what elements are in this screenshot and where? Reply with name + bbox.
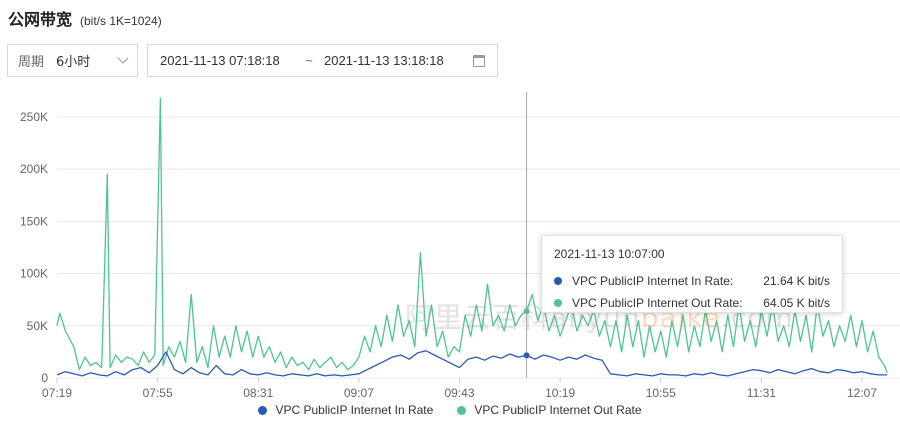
x-tick-label: 10:55 <box>646 386 676 400</box>
in-rate-point <box>523 352 530 359</box>
out-rate-point <box>523 308 530 315</box>
y-tick-label: 100K <box>20 267 48 281</box>
header: 公网带宽 (bit/s 1K=1024) <box>8 6 162 30</box>
tooltip-time: 2021-11-13 10:07:00 <box>554 247 665 261</box>
y-tick-label: 250K <box>20 110 48 124</box>
y-tick-label: 50K <box>27 319 48 333</box>
period-label: 周期 <box>18 55 45 70</box>
range-separator: ~ <box>305 53 313 68</box>
period-select[interactable]: 周期 6小时 <box>7 44 138 77</box>
bandwidth-line-chart[interactable]: 0 50K 100K 150K 200K 250K 07:19 07:55 08:31 09:07… <box>0 84 900 400</box>
y-tick-label: 0 <box>41 371 48 385</box>
legend-item-out-rate[interactable]: VPC PublicIP Internet Out Rate <box>457 403 642 417</box>
x-tick-label: 07:55 <box>143 386 173 400</box>
legend-in-dot <box>258 405 268 415</box>
tooltip-row-in: VPC PublicIP Internet In Rate: 21.64 K b… <box>554 270 830 292</box>
x-tick-label: 09:43 <box>444 386 474 400</box>
range-end[interactable]: 2021-11-13 13:18:18 <box>324 53 444 68</box>
tooltip-in-value: 21.64 K bit/s <box>763 274 830 288</box>
y-tick-label: 150K <box>20 214 48 228</box>
legend-out-dot <box>457 405 467 415</box>
calendar-icon[interactable] <box>473 54 485 67</box>
out-rate-dot <box>554 299 562 307</box>
x-tick-label: 07:19 <box>42 386 72 400</box>
out-rate-line <box>56 97 888 374</box>
chart-legend: VPC PublicIP Internet In Rate VPC Public… <box>0 403 900 417</box>
range-start[interactable]: 2021-11-13 07:18:18 <box>160 53 280 68</box>
in-rate-dot <box>554 277 562 285</box>
chevron-down-icon <box>117 52 129 64</box>
legend-in-label: VPC PublicIP Internet In Rate <box>275 403 434 417</box>
x-tick-label: 11:31 <box>747 386 776 400</box>
chart-tooltip: 2021-11-13 10:07:00 VPC PublicIP Interne… <box>541 235 843 313</box>
y-tick-label: 200K <box>20 162 48 176</box>
tooltip-out-label: VPC PublicIP Internet Out Rate: <box>572 296 743 310</box>
legend-out-label: VPC PublicIP Internet Out Rate <box>474 403 642 417</box>
page-title: 公网带宽 <box>8 10 73 29</box>
in-rate-line <box>56 350 888 377</box>
tooltip-row-out: VPC PublicIP Internet Out Rate: 64.05 K … <box>554 292 830 314</box>
tooltip-out-value: 64.05 K bit/s <box>763 296 830 310</box>
unit-note: (bit/s 1K=1024) <box>80 14 162 28</box>
x-tick-label: 08:31 <box>243 386 273 400</box>
period-value: 6小时 <box>56 55 91 70</box>
tooltip-in-label: VPC PublicIP Internet In Rate: <box>572 274 734 288</box>
x-tick-label: 09:07 <box>344 386 374 400</box>
legend-item-in-rate[interactable]: VPC PublicIP Internet In Rate <box>258 403 433 417</box>
time-range-picker[interactable]: 2021-11-13 07:18:18 ~ 2021-11-13 13:18:1… <box>147 44 498 77</box>
x-tick-label: 10:19 <box>545 386 575 400</box>
x-tick-label: 12:07 <box>847 386 877 400</box>
